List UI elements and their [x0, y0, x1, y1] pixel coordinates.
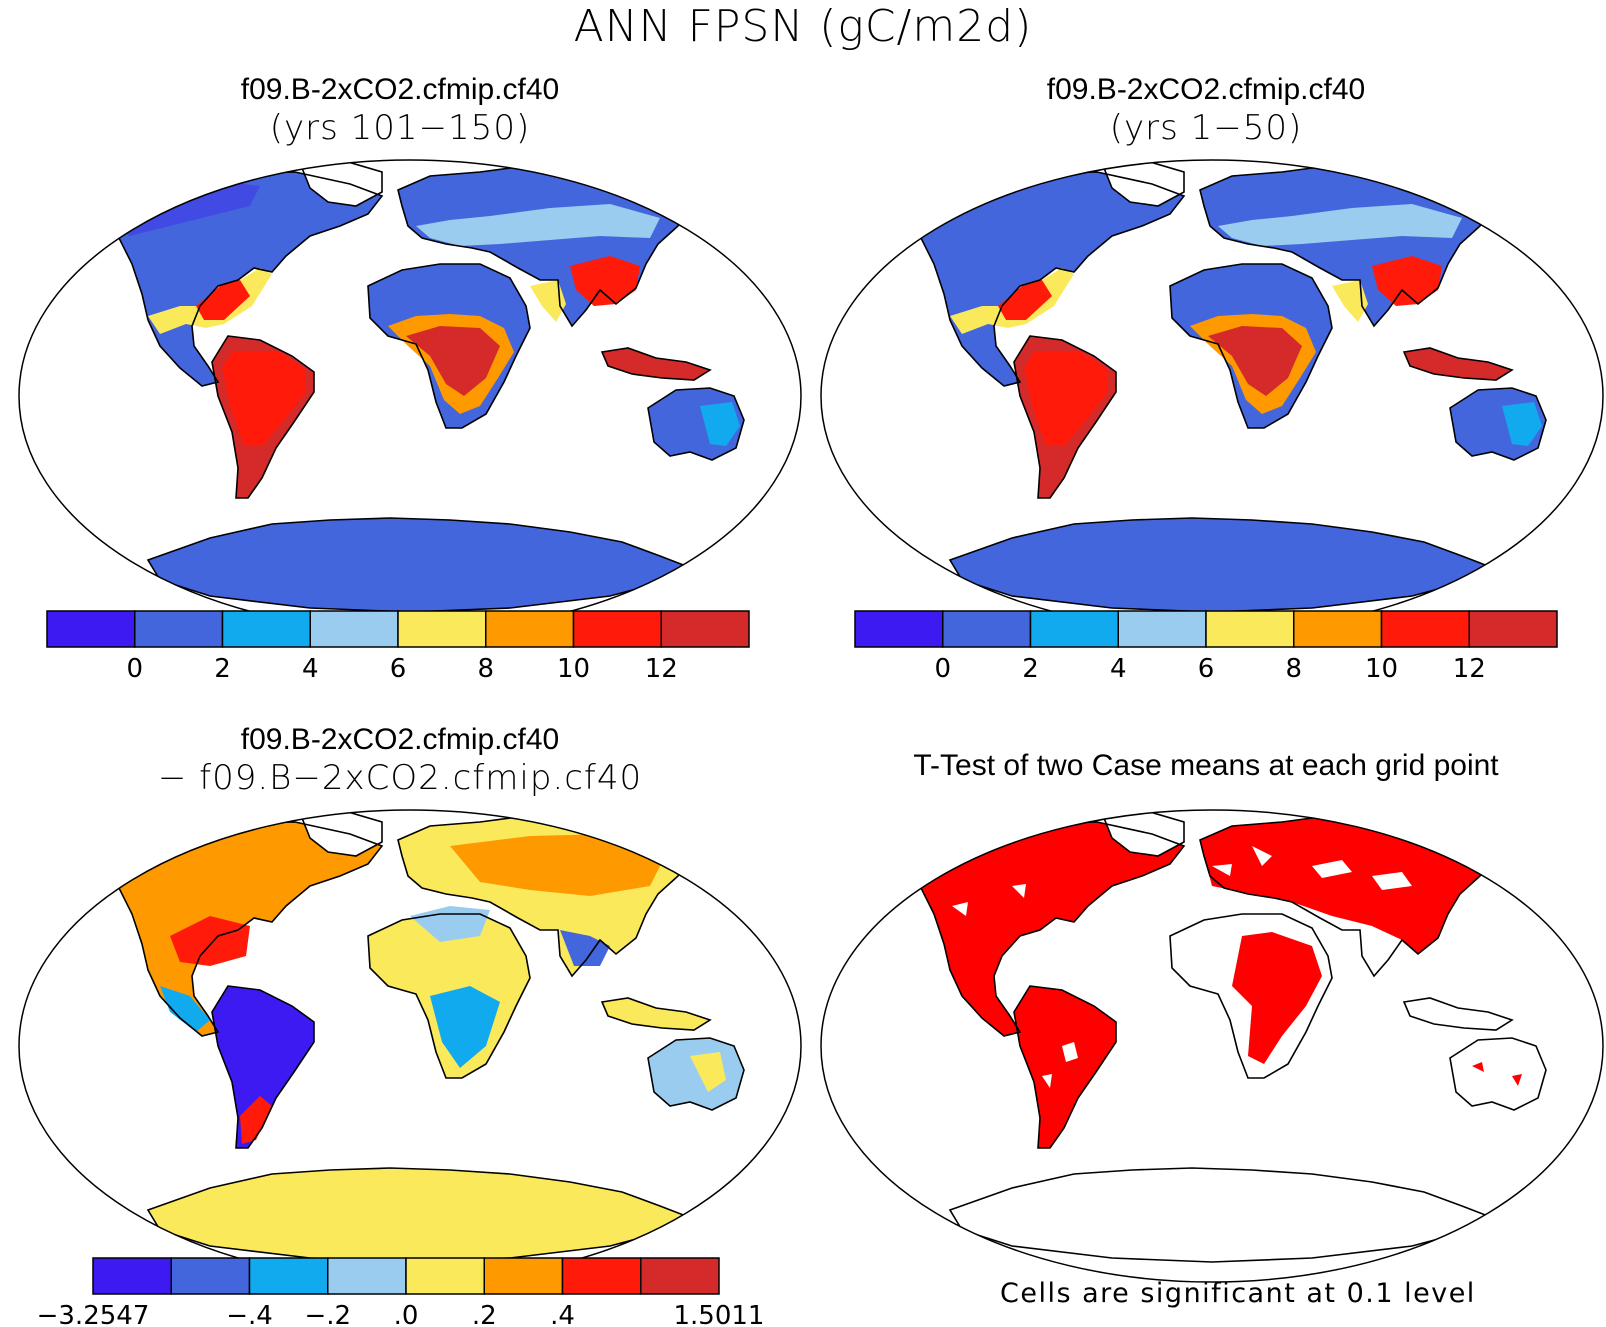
significant-cells — [900, 812, 1522, 1148]
colorbar-tick-label: 2 — [214, 654, 231, 684]
colorbar-tick-label: .2 — [472, 1301, 497, 1327]
colorbar-tick-label: 4 — [1110, 654, 1127, 684]
colorbar-swatch — [46, 610, 136, 648]
colorbar-tick-label: 1.5011 — [674, 1301, 765, 1327]
ttest-title: T-Test of two Case means at each grid po… — [913, 749, 1499, 782]
colorbar-swatch — [1468, 610, 1558, 648]
land-field — [98, 812, 744, 1262]
colorbar-swatch — [483, 1257, 564, 1295]
panel-diff-subtitle: − f09.B−2xCO2.cfmip.cf40 — [157, 758, 643, 798]
colorbar-tick-label: .0 — [394, 1301, 419, 1327]
colorbar-swatch — [397, 610, 487, 648]
colorbar-tick-label: 2 — [1022, 654, 1039, 684]
significance-note: Cells are significant at 0.1 level — [1000, 1278, 1476, 1309]
colorbar-tick-label: −.2 — [304, 1301, 351, 1327]
colorbar-tick-label: 0 — [934, 654, 951, 684]
colorbar-swatch — [640, 1257, 720, 1295]
colorbar-tick-label: −3.2547 — [37, 1301, 150, 1327]
colorbar-tick-label: 6 — [390, 654, 407, 684]
colorbar-tick-label: 10 — [1365, 654, 1398, 684]
colorbar-top-left: 0 2 4 6 8 10 12 — [46, 610, 750, 684]
panel-title-top-right: f09.B-2xCO2.cfmip.cf40 (yrs 1−50) — [806, 72, 1606, 148]
colorbar-tick-label: 8 — [477, 654, 494, 684]
colorbar-bottom-left: −3.2547 −.4 −.2 .0 .2 .4 1.5011 — [37, 1257, 765, 1327]
colorbar-swatch — [485, 610, 575, 648]
land-field — [900, 162, 1546, 612]
panel-case-name: f09.B-2xCO2.cfmip.cf40 — [1046, 73, 1366, 106]
colorbar-tick-label: 8 — [1285, 654, 1302, 684]
colorbar-tick-label: 12 — [645, 654, 678, 684]
colorbar-tick-label: 12 — [1453, 654, 1486, 684]
colorbar-tick-label: 10 — [557, 654, 590, 684]
colorbar-swatch — [92, 1257, 172, 1295]
colorbar-swatch — [942, 610, 1032, 648]
panel-years: (yrs 1−50) — [1109, 108, 1303, 148]
colorbar-tick-label: 6 — [1198, 654, 1215, 684]
colorbar-tick-label: .4 — [550, 1301, 575, 1327]
colorbar-swatch — [134, 610, 224, 648]
colorbar-swatch — [405, 1257, 485, 1295]
colorbar-swatch — [248, 1257, 329, 1295]
map-frame — [820, 809, 1604, 1283]
colorbar-swatch — [854, 610, 944, 648]
colorbar-swatch — [1205, 610, 1295, 648]
colorbar-swatch — [221, 610, 311, 648]
map-top-left — [18, 159, 802, 633]
figure-title: ANN FPSN (gC/m2d) — [573, 1, 1033, 52]
colorbar-swatch — [660, 610, 750, 648]
map-bottom-left-difference — [18, 809, 802, 1283]
map-bottom-right-ttest — [820, 809, 1604, 1283]
colorbar-swatch — [1380, 610, 1470, 648]
colorbar-tick-label: 4 — [302, 654, 319, 684]
panel-case-name: f09.B-2xCO2.cfmip.cf40 — [240, 723, 560, 756]
colorbar-swatch — [170, 1257, 251, 1295]
panel-years: (yrs 101−150) — [269, 108, 531, 148]
colorbar-tick-label: −.4 — [226, 1301, 273, 1327]
panel-case-name: f09.B-2xCO2.cfmip.cf40 — [240, 73, 560, 106]
panel-title-bottom-right: T-Test of two Case means at each grid po… — [806, 748, 1606, 784]
colorbar-top-right: 0 2 4 6 8 10 12 — [854, 610, 1558, 684]
colorbar-swatch — [1293, 610, 1383, 648]
colorbar-swatch — [309, 610, 399, 648]
land-field — [90, 162, 744, 612]
panel-title-top-left: f09.B-2xCO2.cfmip.cf40 (yrs 101−150) — [0, 72, 800, 148]
colorbar-swatch — [561, 1257, 642, 1295]
colorbar-tick-label: 0 — [126, 654, 143, 684]
panel-title-bottom-left: f09.B-2xCO2.cfmip.cf40 − f09.B−2xCO2.cfm… — [0, 722, 800, 798]
colorbar-swatch — [572, 610, 662, 648]
colorbar-swatch — [1029, 610, 1119, 648]
map-top-right — [820, 159, 1604, 633]
colorbar-swatch — [1117, 610, 1207, 648]
colorbar-swatch — [327, 1257, 407, 1295]
